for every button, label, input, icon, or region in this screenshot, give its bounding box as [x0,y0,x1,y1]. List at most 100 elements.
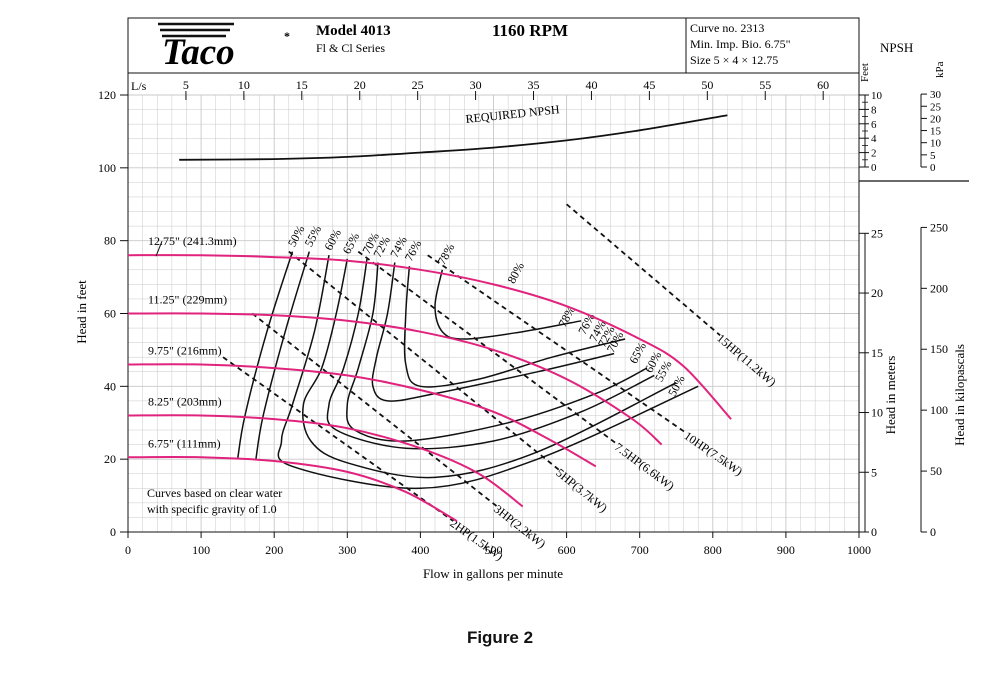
kpa-axis-title: Head in kilopascals [952,344,967,446]
efficiency-curve [371,262,615,402]
ls-tick-label: 45 [643,78,655,92]
y-tick-label: 100 [98,161,116,175]
x-tick-label: 100 [192,543,210,557]
meter-tick-label: 20 [871,286,883,300]
ls-label: L/s [131,79,147,93]
impeller-label: 9.75" (216mm) [148,343,222,357]
efficiency-curve [255,251,311,460]
ls-tick-label: 55 [759,78,771,92]
impeller-label: 6.75" (111mm) [148,436,221,450]
brand-wordmark: Taco [162,32,235,73]
ls-tick-label: 20 [354,78,366,92]
npsh-kpa-tick: 0 [930,162,936,174]
y-tick-label: 20 [104,452,116,466]
impeller-label: 12.75" (241.3mm) [148,234,237,248]
impeller-curve [127,312,663,446]
x-axis-title: Flow in gallons per minute [423,566,563,581]
x-tick-label: 0 [125,543,131,557]
size-label: Size 5 × 4 × 12.75 [690,53,778,67]
svg-text:*: * [284,29,290,43]
x-tick-label: 200 [265,543,283,557]
y-tick-label: 40 [104,379,116,393]
x-tick-label: 400 [411,543,429,557]
npsh-feet-tick: 0 [871,162,877,174]
impeller-curve [127,254,732,420]
y-tick-label: 60 [104,307,116,321]
required-npsh-label: REQUIRED NPSH [465,102,561,126]
meter-tick-label: 5 [871,465,877,479]
x-tick-label: 1000 [847,543,871,557]
power-line-label: 2HP(1.5kW) [448,516,506,563]
efficiency-curve [277,255,699,490]
meter-tick-label: 15 [871,346,883,360]
efficiency-label: 50% [665,373,688,399]
ls-tick-label: 30 [470,78,482,92]
meters-axis-title: Head in meters [883,356,898,435]
efficiency-label: 78% [435,241,458,267]
model-label: Model 4013 [316,23,391,39]
power-line [222,356,454,522]
npsh-feet-tick: 2 [871,148,877,160]
npsh-kpa-tick: 25 [930,101,942,113]
x-tick-label: 900 [777,543,795,557]
note-line-1: Curves based on clear water [147,486,282,500]
npsh-kpa-tick: 15 [930,126,942,138]
axis-titles: Flow in gallons per minute Head in feet … [74,102,967,581]
impeller-curves: 12.75" (241.3mm) 11.25" (229mm) 9.75" (216… [127,234,732,522]
note-line-2: with specific gravity of 1.0 [147,502,277,516]
npsh-kpa-tick: 20 [930,113,942,125]
kpa-tick-label: 150 [930,342,948,356]
ls-tick-label: 40 [585,78,597,92]
kpa-tick-label: 0 [930,525,936,539]
ls-tick-label: 5 [183,78,189,92]
ls-tick-label: 25 [412,78,424,92]
power-line [427,254,688,435]
kpa-tick-label: 50 [930,464,942,478]
efficiency-curve [302,258,677,479]
npsh-kpa-tick: 30 [930,89,942,101]
taco-logo: Taco * [158,22,290,73]
x-tick-label: 500 [485,543,503,557]
kpa-tick-label: 100 [930,403,948,417]
npsh-feet-label: Feet [859,63,871,82]
npsh-feet-tick: 8 [871,104,877,116]
power-line-label: 5HP(3.7kW) [553,466,610,516]
required-npsh-curve [179,114,728,161]
y-tick-label: 80 [104,234,116,248]
npsh-kpa-tick: 10 [930,138,942,150]
y-tick-label: 0 [110,525,116,539]
power-line [251,312,498,508]
figure-caption: Figure 2 [466,628,534,647]
npsh-kpa-label: kPa [934,61,946,78]
meter-tick-label: 25 [871,226,883,240]
power-line-label: 7.5HP(6.6kW) [612,440,677,493]
impeller-curve [127,363,597,468]
y-tick-label: 120 [98,88,116,102]
y-axis-title: Head in feet [74,280,89,344]
impeller-label: 11.25" (229mm) [148,293,227,307]
x-tick-label: 800 [704,543,722,557]
curve-no-label: Curve no. 2313 [690,21,764,35]
meter-tick-label: 0 [871,525,877,539]
efficiency-label: 78% [555,303,578,329]
power-line-label: 10HP(7.5kW) [682,429,746,479]
ls-tick-label: 15 [296,78,308,92]
header-block: Taco * Model 4013 Fl & Cl Series 1160 RP… [131,21,946,93]
ls-tick-label: 10 [238,78,250,92]
efficiency-curve [346,262,648,442]
kpa-tick-label: 200 [930,281,948,295]
efficiency-curve [403,266,626,388]
ls-tick-label: 50 [701,78,713,92]
efficiency-curve [326,258,655,450]
series-label: Fl & Cl Series [316,41,385,55]
impeller-curve [127,414,524,508]
npsh-kpa-tick: 5 [930,150,936,162]
kpa-tick-label: 250 [930,220,948,234]
ls-tick-label: 60 [817,78,829,92]
ls-tick-label: 35 [528,78,540,92]
meter-tick-label: 10 [871,406,883,420]
rpm-label: 1160 RPM [492,21,568,40]
